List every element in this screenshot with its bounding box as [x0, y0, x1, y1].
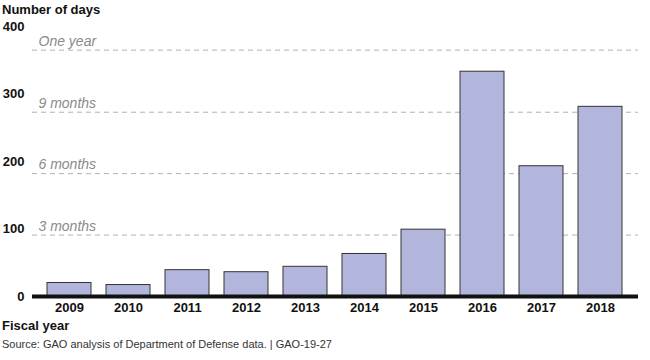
- svg-text:0: 0: [17, 289, 24, 304]
- svg-text:9 months: 9 months: [39, 95, 97, 111]
- svg-text:2013: 2013: [291, 300, 320, 315]
- svg-text:2011: 2011: [173, 300, 201, 315]
- html-text:Source: GAO analysis of Depart: Source: GAO analysis of Department of De…: [2, 338, 332, 350]
- svg-text:400: 400: [3, 19, 25, 34]
- svg-text:6 months: 6 months: [39, 156, 97, 172]
- html-text:Fiscal year: Fiscal year: [2, 318, 70, 333]
- svg-text:2012: 2012: [232, 300, 261, 315]
- svg-text:2018: 2018: [586, 300, 615, 315]
- svg-text:2017: 2017: [527, 300, 556, 315]
- svg-text:200: 200: [3, 154, 25, 169]
- svg-text:One year: One year: [39, 33, 98, 49]
- svg-text:2015: 2015: [409, 300, 438, 315]
- svg-text:2009: 2009: [55, 300, 84, 315]
- html-text:Number of days: Number of days: [2, 2, 101, 17]
- svg-text:2016: 2016: [468, 300, 497, 315]
- svg-text:2010: 2010: [114, 300, 143, 315]
- svg-text:300: 300: [3, 86, 25, 101]
- svg-text:2014: 2014: [350, 300, 380, 315]
- svg-text:3 months: 3 months: [39, 218, 97, 234]
- svg-text:100: 100: [3, 221, 25, 236]
